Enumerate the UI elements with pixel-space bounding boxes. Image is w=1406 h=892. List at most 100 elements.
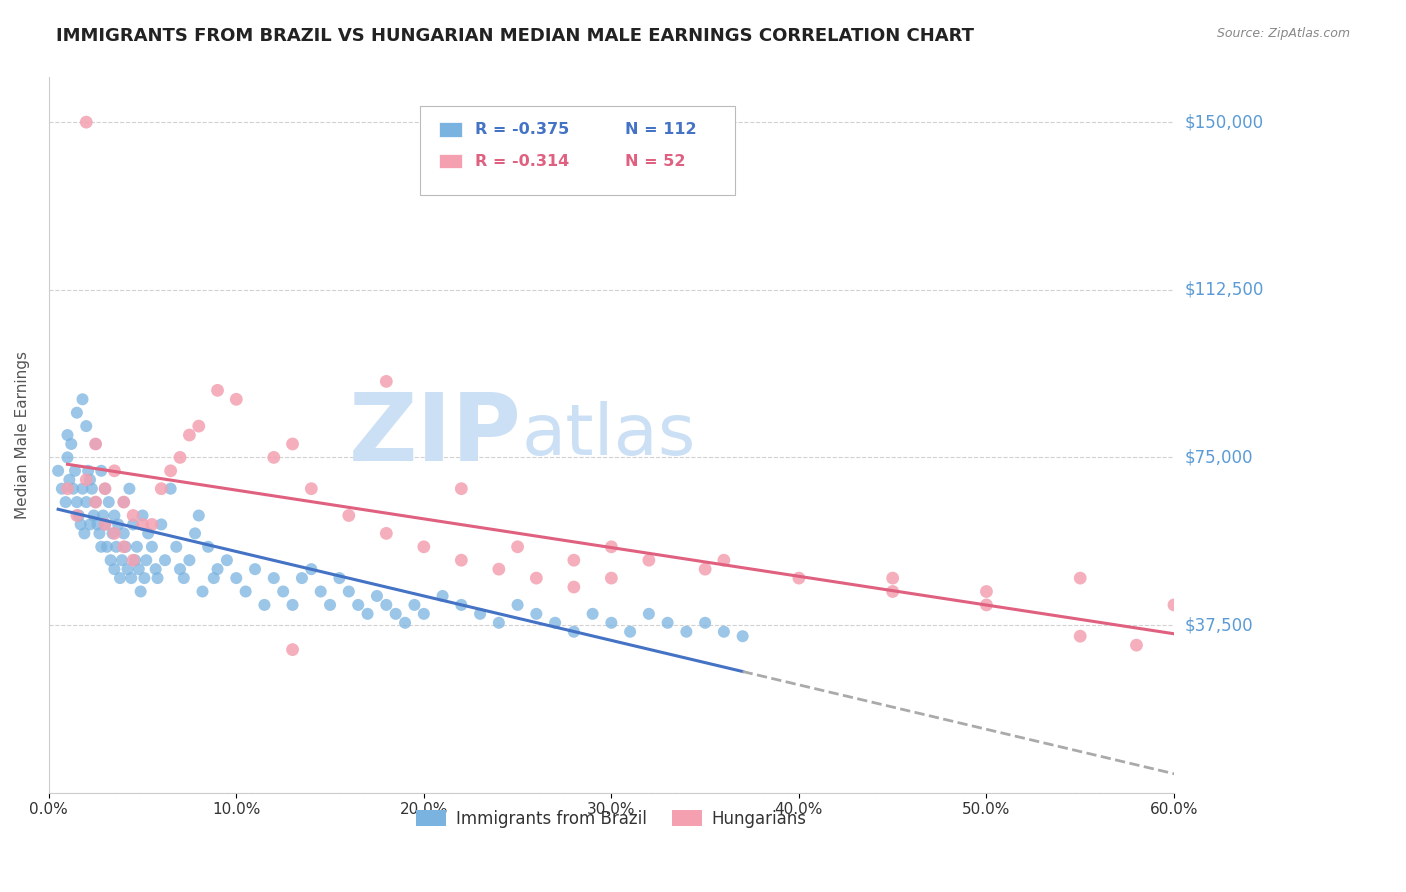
Point [75,473,97,487]
Point [117,562,139,576]
Point [187,508,209,523]
Point [600,540,623,554]
Point [84,495,107,509]
Point [146,571,169,585]
Point [299,562,322,576]
Point [103,508,125,523]
Point [100,553,122,567]
Point [271,584,294,599]
Point [375,526,398,541]
Point [105,540,128,554]
Point [225,571,247,585]
Point [488,562,510,576]
FancyBboxPatch shape [420,106,735,195]
Point [562,580,585,594]
Point [72,482,94,496]
Point [118,482,141,496]
Point [235,584,257,599]
Point [695,615,717,630]
Point [83,508,105,523]
Point [731,629,754,643]
Point [1069,571,1091,585]
Point [94,517,117,532]
FancyBboxPatch shape [439,154,461,169]
Point [976,598,998,612]
Point [125,540,148,554]
Point [131,508,153,523]
Text: $37,500: $37,500 [1185,616,1254,634]
Point [141,517,163,532]
Point [63,464,86,478]
Point [75,419,97,434]
Point [638,553,661,567]
Point [122,553,145,567]
Point [787,571,810,585]
Point [153,553,176,567]
Point [695,562,717,576]
Point [882,571,904,585]
Point [281,642,304,657]
Point [131,517,153,532]
Point [281,437,304,451]
Point [328,571,350,585]
Point [84,437,107,451]
Point [450,598,472,612]
Point [94,517,117,532]
Point [141,540,163,554]
Point [75,115,97,129]
Point [90,464,112,478]
FancyBboxPatch shape [439,122,461,136]
Point [319,598,342,612]
Point [112,495,135,509]
Point [84,437,107,451]
Point [356,607,378,621]
Point [51,482,73,496]
Point [150,517,173,532]
Point [79,517,101,532]
Point [66,508,89,523]
Point [299,482,322,496]
Point [524,571,547,585]
Point [112,540,135,554]
Text: IMMIGRANTS FROM BRAZIL VS HUNGARIAN MEDIAN MALE EARNINGS CORRELATION CHART: IMMIGRANTS FROM BRAZIL VS HUNGARIAN MEDI… [56,27,974,45]
Point [207,384,229,398]
Point [1069,629,1091,643]
Point [263,450,285,465]
Point [544,615,567,630]
Point [56,450,79,465]
Point [55,495,77,509]
Text: R = -0.375: R = -0.375 [475,122,569,137]
Point [96,540,118,554]
Point [111,553,134,567]
Point [347,598,370,612]
Point [94,482,117,496]
Point [84,495,107,509]
Point [169,562,191,576]
Point [713,553,735,567]
Point [581,607,603,621]
Point [309,584,332,599]
Text: ZIP: ZIP [349,389,522,481]
Point [72,392,94,407]
Point [600,571,623,585]
Point [976,584,998,599]
Point [124,553,146,567]
Point [66,406,89,420]
Point [67,508,90,523]
Point [468,607,491,621]
Point [506,598,529,612]
Point [134,571,156,585]
Legend: Immigrants from Brazil, Hungarians: Immigrants from Brazil, Hungarians [409,803,814,834]
Point [58,473,80,487]
Point [488,615,510,630]
Point [412,607,434,621]
Point [129,584,152,599]
Point [60,437,83,451]
Text: R = -0.314: R = -0.314 [475,153,569,169]
Point [108,571,131,585]
Point [122,508,145,523]
Point [384,607,406,621]
Point [1163,598,1185,612]
Point [207,562,229,576]
Point [159,482,181,496]
